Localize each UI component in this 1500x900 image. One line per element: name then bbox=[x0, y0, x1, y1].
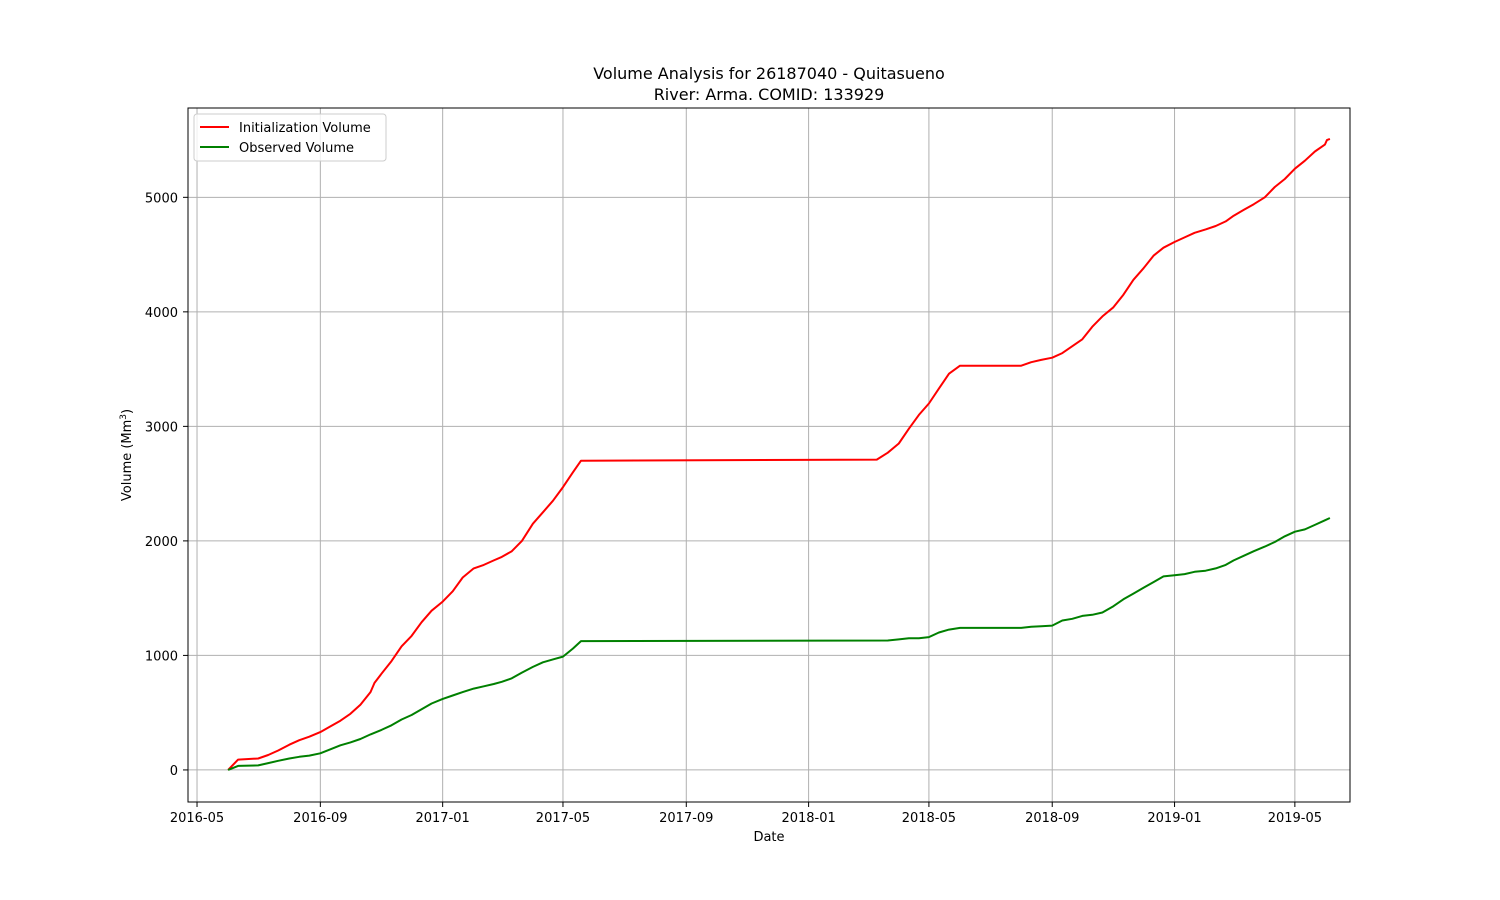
x-tick-label: 2017-09 bbox=[659, 811, 713, 826]
chart-title: Volume Analysis for 26187040 - Quitasuen… bbox=[593, 64, 945, 104]
x-tick-label: 2019-05 bbox=[1268, 811, 1322, 826]
y-tick-label: 3000 bbox=[145, 420, 178, 435]
x-tick-label: 2018-01 bbox=[781, 811, 835, 826]
y-tick-label: 2000 bbox=[145, 535, 178, 550]
chart-title-line1: Volume Analysis for 26187040 - Quitasuen… bbox=[593, 64, 945, 83]
chart-title-line2: River: Arma. COMID: 133929 bbox=[654, 85, 885, 104]
x-axis-ticks: 2016-05 2016-09 2017-01 2017-05 2017-09 2018-… bbox=[170, 802, 1322, 826]
x-tick-label: 2018-05 bbox=[902, 811, 956, 826]
y-axis-label-superscript: 3 bbox=[119, 414, 129, 420]
y-axis-ticks: 0 1000 2000 3000 4000 5000 bbox=[145, 191, 188, 779]
legend-box bbox=[193, 113, 387, 162]
y-axis-label-main: Volume (Mm bbox=[120, 420, 135, 501]
series-line-initialization-volume bbox=[227, 137, 1331, 771]
x-tick-label: 2019-01 bbox=[1147, 811, 1201, 826]
x-tick-label: 2017-01 bbox=[415, 811, 469, 826]
x-tick-label: 2018-09 bbox=[1025, 811, 1079, 826]
x-axis-label: Date bbox=[753, 830, 784, 845]
grid-lines bbox=[188, 108, 1350, 802]
y-tick-label: 5000 bbox=[145, 191, 178, 206]
series-lines bbox=[227, 137, 1331, 771]
x-tick-label: 2016-09 bbox=[293, 811, 347, 826]
y-tick-label: 4000 bbox=[145, 306, 178, 321]
x-tick-label: 2017-05 bbox=[536, 811, 590, 826]
y-axis-label: Volume (Mm3) bbox=[119, 409, 135, 501]
y-tick-label: 0 bbox=[170, 764, 178, 779]
legend-label-observed-volume: Observed Volume bbox=[239, 141, 354, 156]
legend: Initialization Volume Observed Volume bbox=[193, 113, 387, 162]
y-axis-label-close: ) bbox=[120, 409, 135, 414]
legend-label-initialization-volume: Initialization Volume bbox=[239, 121, 371, 136]
y-tick-label: 1000 bbox=[145, 649, 178, 664]
x-tick-label: 2016-05 bbox=[170, 811, 224, 826]
plot-area-frame bbox=[187, 107, 1351, 803]
series-line-observed-volume bbox=[227, 517, 1331, 771]
